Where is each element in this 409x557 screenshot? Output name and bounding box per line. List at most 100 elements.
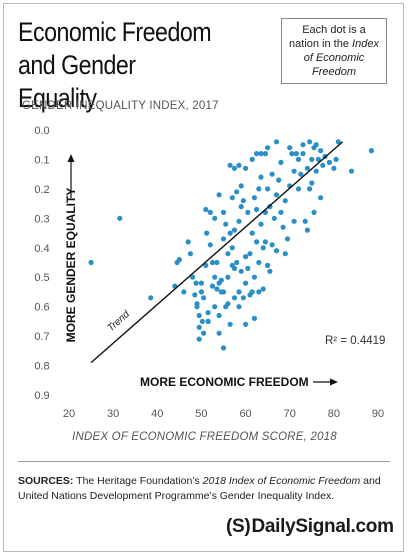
data-point — [307, 186, 313, 192]
data-point — [236, 218, 242, 224]
x-tick-label: 70 — [284, 408, 296, 420]
data-point — [231, 295, 238, 301]
y-tick-label: 0.1 — [34, 154, 49, 166]
data-point — [278, 209, 284, 215]
data-point — [207, 242, 213, 248]
data-point — [212, 274, 218, 280]
y-tick-label: 0.3 — [34, 213, 49, 225]
data-point — [254, 151, 260, 157]
data-point — [187, 251, 193, 257]
legend-note: Each dot is a nation in the Index of Eco… — [281, 18, 387, 84]
x-axis-title-rest: SCORE, 2018 — [258, 431, 337, 443]
data-point — [207, 209, 213, 215]
data-point — [282, 251, 288, 257]
data-point — [236, 162, 242, 168]
data-point — [300, 142, 306, 148]
data-point — [236, 289, 242, 295]
data-point — [216, 192, 222, 198]
data-point — [117, 215, 123, 221]
data-point — [291, 218, 297, 224]
y-tick-label: 0.8 — [34, 361, 49, 373]
data-point — [258, 221, 264, 227]
data-point — [269, 242, 275, 248]
data-point — [88, 259, 94, 266]
data-point — [333, 156, 339, 162]
figure-frame — [3, 3, 404, 552]
note-line-3: of Economic — [282, 51, 386, 65]
data-point — [326, 159, 332, 165]
data-point — [227, 230, 233, 236]
y-tick-label: 0.2 — [34, 184, 49, 196]
y-tick-label: 0.5 — [34, 272, 49, 284]
data-point — [238, 268, 244, 274]
data-point — [181, 289, 187, 295]
data-point — [238, 204, 244, 210]
data-point — [204, 230, 210, 236]
data-point — [243, 280, 249, 286]
data-point — [300, 151, 306, 157]
data-point — [203, 262, 209, 268]
x-tick-label: 80 — [328, 408, 340, 420]
data-point — [220, 209, 227, 215]
data-point — [192, 292, 198, 298]
sources-label: SOURCES: — [18, 475, 74, 487]
data-point — [245, 265, 251, 271]
data-point — [260, 245, 266, 251]
data-point — [368, 148, 374, 154]
data-point — [249, 289, 255, 295]
y-tick-label: 0.0 — [34, 125, 49, 137]
title-line-2: and Gender Equality — [18, 50, 136, 113]
data-point — [304, 227, 310, 233]
data-point — [229, 245, 235, 251]
data-point — [313, 168, 319, 174]
data-point — [220, 289, 227, 295]
data-point — [214, 259, 220, 266]
trend-line — [90, 141, 344, 364]
data-point — [196, 324, 202, 330]
data-point — [240, 295, 246, 301]
data-point — [223, 221, 229, 227]
note-line-2: nation in the Index — [282, 37, 386, 51]
data-point — [231, 165, 238, 171]
data-point — [196, 312, 202, 319]
data-point — [234, 189, 240, 195]
data-point — [318, 195, 324, 201]
sources-text-1: The Heritage Foundation’s — [73, 475, 203, 487]
data-point — [298, 171, 304, 177]
page-title: Economic Freedom and Gender Equality — [18, 16, 216, 115]
x-tick-label: 20 — [63, 408, 75, 420]
sources-italic: 2018 Index of Economic Freedom — [202, 475, 361, 487]
data-point — [249, 156, 255, 162]
data-point — [269, 171, 275, 177]
data-point — [185, 239, 191, 245]
data-point — [199, 318, 205, 324]
data-point — [278, 159, 284, 165]
y-tick-label: 0.9 — [34, 390, 49, 402]
x-tick-label: 40 — [151, 408, 163, 420]
data-point — [295, 186, 302, 192]
note-line-3-italic: of Economic — [303, 52, 365, 64]
x-tick-label: 90 — [372, 408, 384, 420]
data-point — [220, 236, 227, 242]
data-point — [249, 230, 255, 236]
logo-text: DailySignal.com — [251, 516, 394, 537]
data-point — [258, 174, 264, 180]
data-point — [212, 304, 218, 310]
data-point — [265, 262, 271, 268]
data-point — [320, 162, 326, 168]
data-point — [227, 162, 233, 168]
data-point — [198, 289, 204, 295]
data-point — [251, 195, 257, 201]
data-point — [236, 304, 242, 310]
data-point — [280, 224, 286, 230]
data-point — [256, 186, 262, 192]
data-point — [309, 156, 315, 162]
data-point — [227, 321, 233, 327]
data-point — [256, 259, 262, 266]
sources-text-2: and United Nations Development Programme… — [18, 475, 381, 502]
data-point — [313, 142, 319, 148]
data-point — [218, 277, 224, 283]
data-point — [190, 274, 196, 280]
data-point — [258, 151, 264, 157]
note-line-4: Freedom — [282, 65, 386, 79]
